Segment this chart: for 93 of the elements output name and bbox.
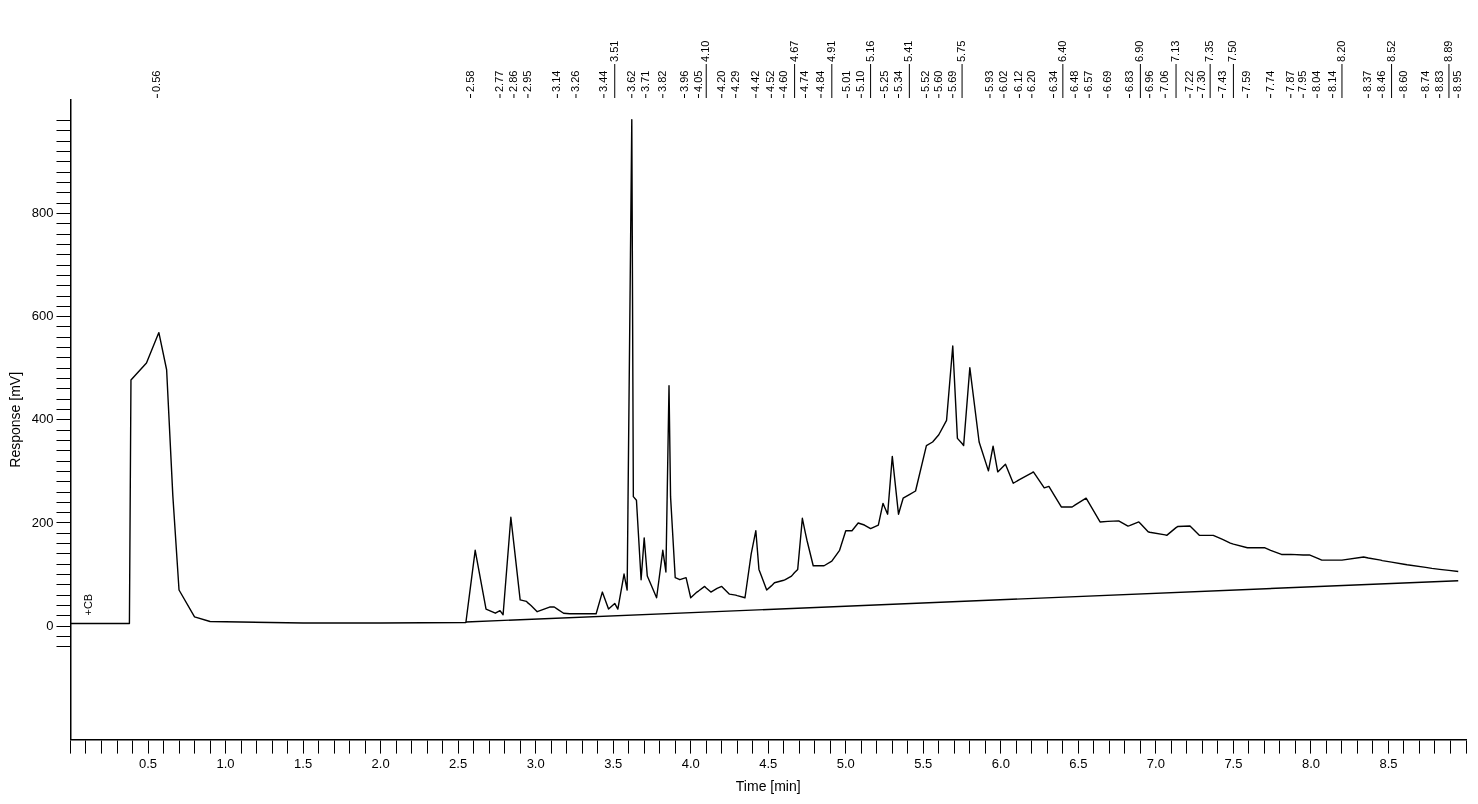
annotation: 7.35 <box>1203 40 1216 62</box>
annotation: 2.58 <box>463 70 476 92</box>
annotation: 5.01 <box>840 70 853 92</box>
annotation: 8.83 <box>1432 70 1445 92</box>
annotation: 7.95 <box>1296 70 1309 92</box>
annotation: 4.74 <box>798 70 811 92</box>
annotation: 6.83 <box>1122 70 1135 92</box>
annotation: 0.56 <box>150 70 163 92</box>
annotation: 3.14 <box>550 70 563 92</box>
annotation: 4.67 <box>787 40 800 62</box>
x-tick-label: 8.0 <box>1301 755 1320 771</box>
annotation: 4.05 <box>691 70 704 92</box>
annotation: 7.06 <box>1158 70 1171 92</box>
annotation: 8.60 <box>1397 70 1410 92</box>
annotation: +CB <box>81 593 94 616</box>
annotation: 7.43 <box>1215 70 1228 92</box>
annotation: 8.14 <box>1325 70 1338 92</box>
annotation: 7.74 <box>1263 70 1276 92</box>
x-tick-label: 8.5 <box>1379 755 1398 771</box>
annotation: 7.87 <box>1283 70 1296 92</box>
y-tick-label: 800 <box>31 205 54 221</box>
annotation: 6.02 <box>996 70 1009 92</box>
annotation: 2.77 <box>493 70 506 92</box>
x-tick-label: 5.0 <box>836 755 855 771</box>
annotation: 4.20 <box>714 70 727 92</box>
annotation: 3.26 <box>569 70 582 92</box>
annotation: 2.95 <box>520 70 533 92</box>
annotation: 8.74 <box>1418 70 1431 92</box>
annotation: 7.59 <box>1240 70 1253 92</box>
x-tick-label: 6.0 <box>991 755 1010 771</box>
annotation: 7.50 <box>1226 40 1239 62</box>
annotation: 8.95 <box>1451 70 1464 92</box>
annotation: 4.42 <box>748 70 761 92</box>
annotation: 5.25 <box>877 70 890 92</box>
annotation: 5.16 <box>863 40 876 62</box>
y-tick-label: 600 <box>31 308 54 324</box>
annotation: 5.52 <box>919 70 932 92</box>
x-tick-label: 3.0 <box>526 755 545 771</box>
x-tick-label: 6.5 <box>1069 755 1088 771</box>
x-tick-label: 2.5 <box>449 755 468 771</box>
x-tick-label: 1.0 <box>216 755 235 771</box>
annotation: 8.89 <box>1441 40 1454 62</box>
annotation: 3.71 <box>638 70 651 92</box>
x-tick-label: 2.0 <box>371 755 390 771</box>
x-tick-label: 4.0 <box>681 755 700 771</box>
annotation: 6.96 <box>1142 70 1155 92</box>
x-tick-label: 0.5 <box>138 755 158 771</box>
annotation: 6.34 <box>1046 70 1059 92</box>
y-tick-label: 200 <box>31 514 54 530</box>
annotation: 5.10 <box>854 70 867 92</box>
annotation: 8.04 <box>1310 70 1323 92</box>
annotation: 3.62 <box>624 70 637 92</box>
y-tick-label: 400 <box>31 411 54 427</box>
annotation: 6.40 <box>1055 40 1068 62</box>
annotation: 6.20 <box>1024 70 1037 92</box>
annotation: 8.20 <box>1334 40 1347 62</box>
annotation: 3.96 <box>677 70 690 92</box>
annotation: 6.57 <box>1082 70 1095 92</box>
annotation: 4.91 <box>824 40 837 62</box>
annotation: 7.13 <box>1169 40 1182 62</box>
annotation: 3.82 <box>655 70 668 92</box>
y-axis-title: Response [mV] <box>7 371 24 468</box>
annotation: 7.30 <box>1195 70 1208 92</box>
annotation: 6.90 <box>1133 40 1146 62</box>
annotation: 4.29 <box>728 70 741 92</box>
annotation: 5.69 <box>945 70 958 92</box>
annotation: 5.60 <box>931 70 944 92</box>
x-axis-title: Time [min] <box>735 778 801 795</box>
annotation: 3.44 <box>596 70 609 92</box>
x-tick-label: 7.0 <box>1146 755 1165 771</box>
x-tick-label: 3.5 <box>604 755 623 771</box>
y-tick-label: 0 <box>46 617 54 633</box>
annotation: 3.51 <box>607 40 620 62</box>
annotation: 6.69 <box>1100 70 1113 92</box>
annotation: 4.60 <box>776 70 789 92</box>
annotation: 8.46 <box>1375 70 1388 92</box>
annotation: 4.52 <box>764 70 777 92</box>
annotation: 8.37 <box>1361 70 1374 92</box>
x-tick-label: 7.5 <box>1224 755 1243 771</box>
annotation: 5.34 <box>891 70 904 92</box>
annotation: 5.93 <box>983 70 996 92</box>
annotation: 6.12 <box>1012 70 1025 92</box>
x-tick-label: 4.5 <box>759 755 778 771</box>
annotation: 4.10 <box>699 40 712 62</box>
x-tick-label: 5.5 <box>914 755 933 771</box>
annotation: 5.41 <box>902 40 915 62</box>
annotation: 6.48 <box>1068 70 1081 92</box>
annotation: 4.84 <box>814 70 826 92</box>
annotation: 2.86 <box>506 70 519 92</box>
annotation: 5.75 <box>955 40 968 62</box>
annotation: 8.52 <box>1384 40 1397 62</box>
x-tick-label: 1.5 <box>294 755 313 771</box>
annotation: 7.22 <box>1183 70 1196 92</box>
